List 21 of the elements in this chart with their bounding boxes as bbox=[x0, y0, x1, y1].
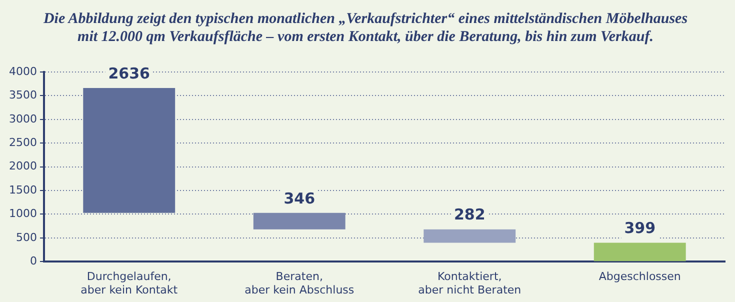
y-tick-label: 500 bbox=[16, 230, 37, 244]
data-label: 2636 bbox=[108, 64, 150, 82]
bar bbox=[594, 242, 686, 262]
data-label: 346 bbox=[284, 189, 316, 208]
y-tick-label: 2000 bbox=[8, 160, 37, 173]
data-label: 399 bbox=[624, 219, 656, 238]
y-tick-label: 2500 bbox=[8, 136, 37, 149]
bar bbox=[424, 229, 516, 243]
y-tick-label: 0 bbox=[30, 254, 37, 268]
x-tick-label: Durchgelaufen, aber kein Kontakt bbox=[80, 270, 178, 296]
bar bbox=[253, 212, 346, 230]
x-tick-label: Beraten, aber kein Abschluss bbox=[244, 270, 354, 296]
y-tick-label: 4000 bbox=[8, 64, 37, 78]
chart-title: Die Abbildung zeigt den typischen monatlichen „Verkaufstrichter“ eines mittelständischen Möbelhauses mit 12.000 qm Verkaufsfläche – vom ersten Kontakt, über die Beratung, bis hin zum Verkauf. bbox=[42, 10, 688, 45]
x-tick-label: Abgeschlossen bbox=[598, 270, 681, 284]
y-tick-label: 1500 bbox=[8, 183, 37, 196]
x-tick-label: Kontaktiert, aber nicht Beraten bbox=[418, 270, 522, 296]
data-label: 282 bbox=[454, 206, 486, 224]
y-tick-label: 3000 bbox=[8, 112, 37, 126]
y-tick-label: 3500 bbox=[8, 88, 37, 102]
y-tick-label: 1000 bbox=[8, 207, 37, 220]
